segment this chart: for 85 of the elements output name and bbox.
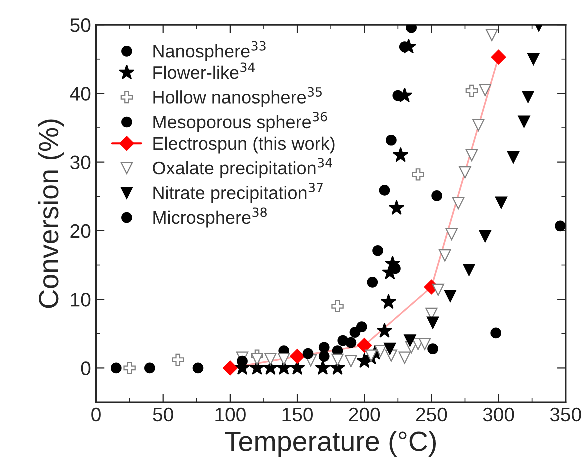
point <box>518 116 530 128</box>
point <box>555 220 566 232</box>
x-tick-label: 100 <box>216 408 246 422</box>
legend-label: Hollow nanosphere$^{35}$ <box>154 87 322 108</box>
point <box>412 168 424 181</box>
point <box>365 350 378 362</box>
point <box>384 342 396 356</box>
point <box>124 362 136 374</box>
point <box>466 84 478 98</box>
point <box>318 351 330 362</box>
point <box>486 29 498 42</box>
point <box>495 196 508 209</box>
point <box>404 334 416 347</box>
point <box>439 250 452 262</box>
point <box>376 322 393 338</box>
point <box>432 190 442 202</box>
point <box>367 277 378 288</box>
x-tick-label: 50 <box>153 408 174 422</box>
point <box>192 362 204 374</box>
point <box>350 327 361 338</box>
legend-label: Microsphere$^{38}$ <box>154 208 267 228</box>
point <box>144 362 156 374</box>
point <box>290 349 305 364</box>
point <box>393 147 409 162</box>
x-tick-label: 150 <box>282 408 313 422</box>
x-tick-label: 350 <box>550 408 582 422</box>
y-axis-title: Conversion (%) <box>38 120 64 308</box>
point <box>264 353 277 366</box>
point <box>251 353 264 366</box>
point <box>110 362 122 374</box>
point <box>472 119 485 132</box>
point <box>223 360 238 376</box>
point <box>379 185 390 196</box>
point <box>346 337 357 348</box>
x-tick-label: 250 <box>416 408 448 422</box>
legend-label: Electrospun (this work) <box>154 136 335 154</box>
point <box>318 342 330 354</box>
point <box>372 245 384 256</box>
y-tick-label: 40 <box>70 87 91 101</box>
y-tick-label: 30 <box>70 156 91 170</box>
point <box>302 348 314 360</box>
point <box>386 134 397 146</box>
point <box>452 197 465 210</box>
legend-label: Nitrate precipitation$^{37}$ <box>154 182 323 203</box>
point <box>356 322 368 332</box>
point <box>463 264 476 276</box>
point <box>507 151 520 164</box>
point <box>172 354 184 366</box>
x-axis-title: Temperature (°C) <box>225 431 436 457</box>
point <box>398 352 411 364</box>
x-tick-label: 0 <box>92 408 101 422</box>
point <box>278 353 290 366</box>
point <box>479 230 492 243</box>
point <box>418 338 432 350</box>
point <box>528 53 540 66</box>
point <box>345 355 358 368</box>
point <box>332 354 344 366</box>
legend-label: Oxalate precipitation$^{34}$ <box>153 158 332 178</box>
point <box>374 344 387 358</box>
point <box>446 228 458 240</box>
point <box>490 328 502 339</box>
point <box>357 338 372 353</box>
point <box>491 50 506 65</box>
point <box>444 290 457 302</box>
x-tick-label: 300 <box>483 408 514 422</box>
y-tick-label: 10 <box>71 293 91 307</box>
legend-label: Flower-like$^{34}$ <box>154 62 256 80</box>
point <box>466 149 478 162</box>
point <box>432 284 445 296</box>
y-tick-label: 50 <box>70 18 91 32</box>
legend-label: Mesoporous sphere$^{36}$ <box>154 112 328 132</box>
point <box>522 91 534 104</box>
point <box>428 344 438 354</box>
point <box>332 300 344 313</box>
x-tick-label: 200 <box>349 408 380 422</box>
point <box>237 356 248 367</box>
point <box>479 84 492 96</box>
y-tick-label: 20 <box>70 224 91 238</box>
point <box>459 166 472 179</box>
legend-label: Nanosphere$^{33}$ <box>154 41 266 62</box>
point <box>380 294 397 310</box>
point <box>388 200 405 216</box>
point <box>426 316 440 330</box>
point <box>315 360 331 375</box>
y-tick-label: 0 <box>81 362 91 376</box>
